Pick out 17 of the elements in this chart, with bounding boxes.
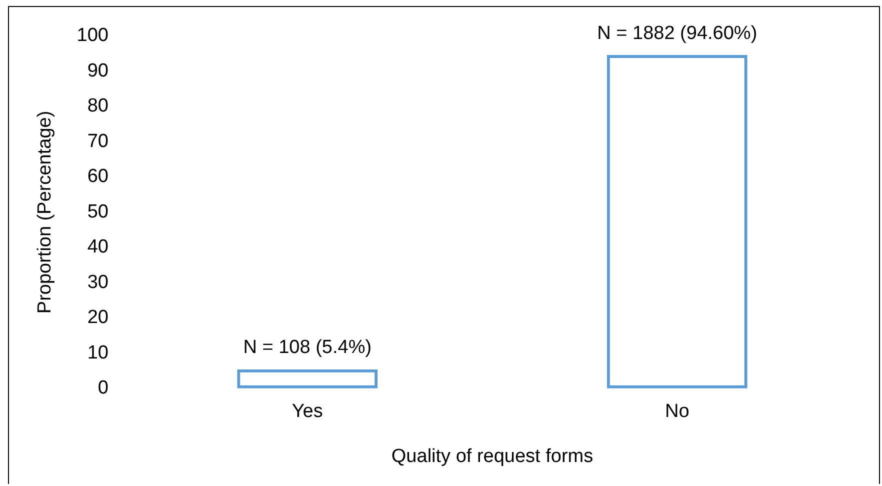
y-tick-label: 80 (87, 96, 108, 117)
y-tick-label: 0 (98, 378, 108, 399)
x-tick-label: Yes (292, 401, 323, 422)
y-tick-label: 50 (87, 201, 108, 222)
data-label: N = 108 (5.4%) (243, 337, 372, 358)
y-tick-label: 20 (87, 307, 108, 328)
y-tick-label: 10 (87, 342, 108, 364)
y-tick-label: 100 (76, 25, 108, 46)
y-axis-title: Proportion (Percentage) (34, 110, 56, 314)
data-label: N = 1882 (94.60%) (597, 22, 758, 44)
y-tick-label: 40 (87, 236, 108, 258)
y-tick-label: 70 (87, 130, 108, 152)
y-tick-label: 90 (87, 60, 108, 82)
x-axis-title: Quality of request forms (391, 446, 594, 467)
x-tick-label: No (664, 401, 690, 422)
y-tick-label: 60 (87, 166, 108, 188)
y-tick-label: 30 (87, 272, 108, 293)
